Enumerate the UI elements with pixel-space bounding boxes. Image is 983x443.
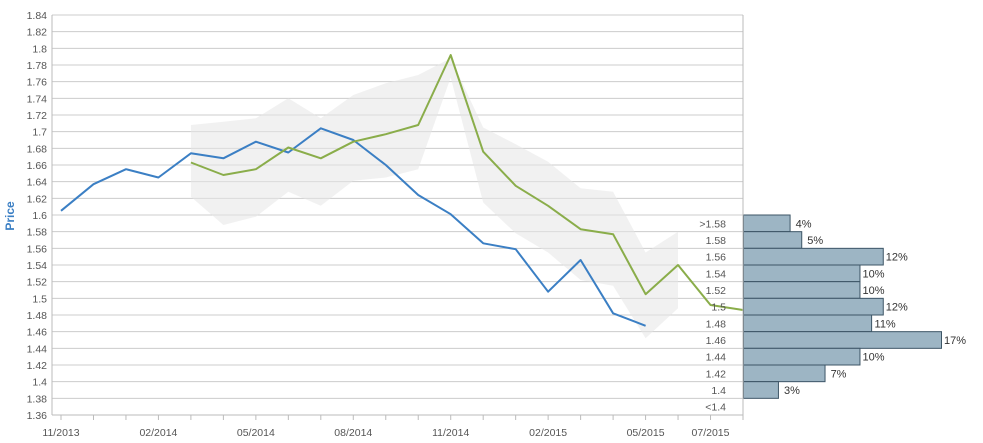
y-tick-label: 1.68 [27,143,48,155]
y-tick-label: 1.66 [27,160,48,172]
y-tick-label: 1.54 [27,260,48,272]
y-tick-label: 1.4 [32,377,47,389]
histogram-percent-label: 3% [784,385,800,397]
histogram-percent-label: 10% [862,352,884,364]
histogram-bar [743,314,873,333]
y-tick-label: 1.44 [27,343,48,355]
y-tick-label: 1.84 [27,10,48,22]
histogram-bar [743,214,791,233]
y-tick-label: 1.76 [27,77,48,89]
x-tick-label: 08/2014 [334,427,372,439]
y-tick-label: 1.7 [32,127,47,139]
histogram-bar [743,331,942,349]
x-tick-labels: 11/2013 02/2014 05/2014 08/2014 11/2014 02/20… [42,427,729,439]
histogram-percent-label: 10% [862,268,884,280]
y-tick-label: 1.78 [27,60,48,72]
x-tick-label: 11/2013 [42,427,79,439]
x-tick-label: 05/2014 [237,427,275,439]
histogram-bin-label: 1.5 [711,302,726,314]
y-tick-label: 1.64 [27,177,48,189]
histogram-bar [743,264,861,283]
confidence-band [190,58,678,339]
histogram-labels: 4% >1.58 5% 1.58 12% 1.56 10% 1.54 10% 1.52 12% 1.5… [699,218,966,413]
histogram-bin-label: 1.44 [706,352,727,364]
histogram-bin-label: 1.56 [706,252,727,264]
axes [51,15,744,420]
y-tick-label: 1.58 [27,227,48,239]
distribution-histogram [743,214,942,399]
y-tick-label: 1.8 [32,43,47,55]
histogram-bar [743,281,861,299]
x-tick-label: 02/2014 [139,427,177,439]
y-tick-label: 1.6 [32,210,47,222]
y-tick-label: 1.52 [27,277,48,289]
histogram-percent-label: 12% [886,252,908,264]
y-tick-label: 1.46 [27,327,48,339]
x-tick-label: 11/2014 [432,427,469,439]
x-tick-label: 07/2015 [692,427,730,439]
y-tick-label: 1.5 [32,293,47,305]
histogram-percent-label: 4% [796,218,812,230]
forecast-band [190,58,678,339]
histogram-bin-label: 1.52 [706,285,727,297]
histogram-bin-label: >1.58 [699,218,726,230]
series-lines [60,54,744,327]
histogram-bin-label: 1.4 [711,385,726,397]
histogram-bin-label: <1.4 [705,402,726,414]
y-tick-label: 1.42 [27,360,48,372]
x-tick-label: 02/2015 [529,427,567,439]
y-tick-label: 1.72 [27,110,48,122]
series-line-1 [60,127,646,327]
histogram-bar [743,247,884,266]
histogram-bin-label: 1.58 [706,235,727,247]
y-axis-label: Price [3,201,17,231]
x-tick-label: 05/2015 [627,427,665,439]
histogram-bin-label: 1.48 [706,318,727,330]
histogram-bar [743,364,826,383]
histogram-percent-label: 17% [944,335,966,347]
y-tick-labels: 1.36 1.38 1.4 1.42 1.44 1.46 1.48 1.5 1.52 1.54 1.… [27,10,48,422]
histogram-bar [743,231,803,249]
y-tick-label: 1.62 [27,193,48,205]
histogram-bar [743,297,884,316]
y-tick-label: 1.38 [27,393,48,405]
histogram-percent-label: 7% [831,368,847,380]
histogram-bar [743,381,779,399]
y-tick-label: 1.56 [27,243,48,255]
y-tick-label: 1.36 [27,410,48,422]
histogram-bin-label: 1.54 [706,268,727,280]
histogram-percent-label: 11% [875,318,896,330]
y-tick-label: 1.82 [27,27,48,39]
y-tick-label: 1.48 [27,310,48,322]
histogram-bin-label: 1.46 [706,335,727,347]
series-line-2 [190,54,744,311]
grid-lines [52,14,743,416]
y-tick-label: 1.74 [27,93,48,105]
histogram-percent-label: 5% [807,235,823,247]
histogram-percent-label: 12% [886,302,908,314]
histogram-bin-label: 1.42 [706,368,727,380]
histogram-bar [743,347,861,366]
histogram-percent-label: 10% [862,285,884,297]
